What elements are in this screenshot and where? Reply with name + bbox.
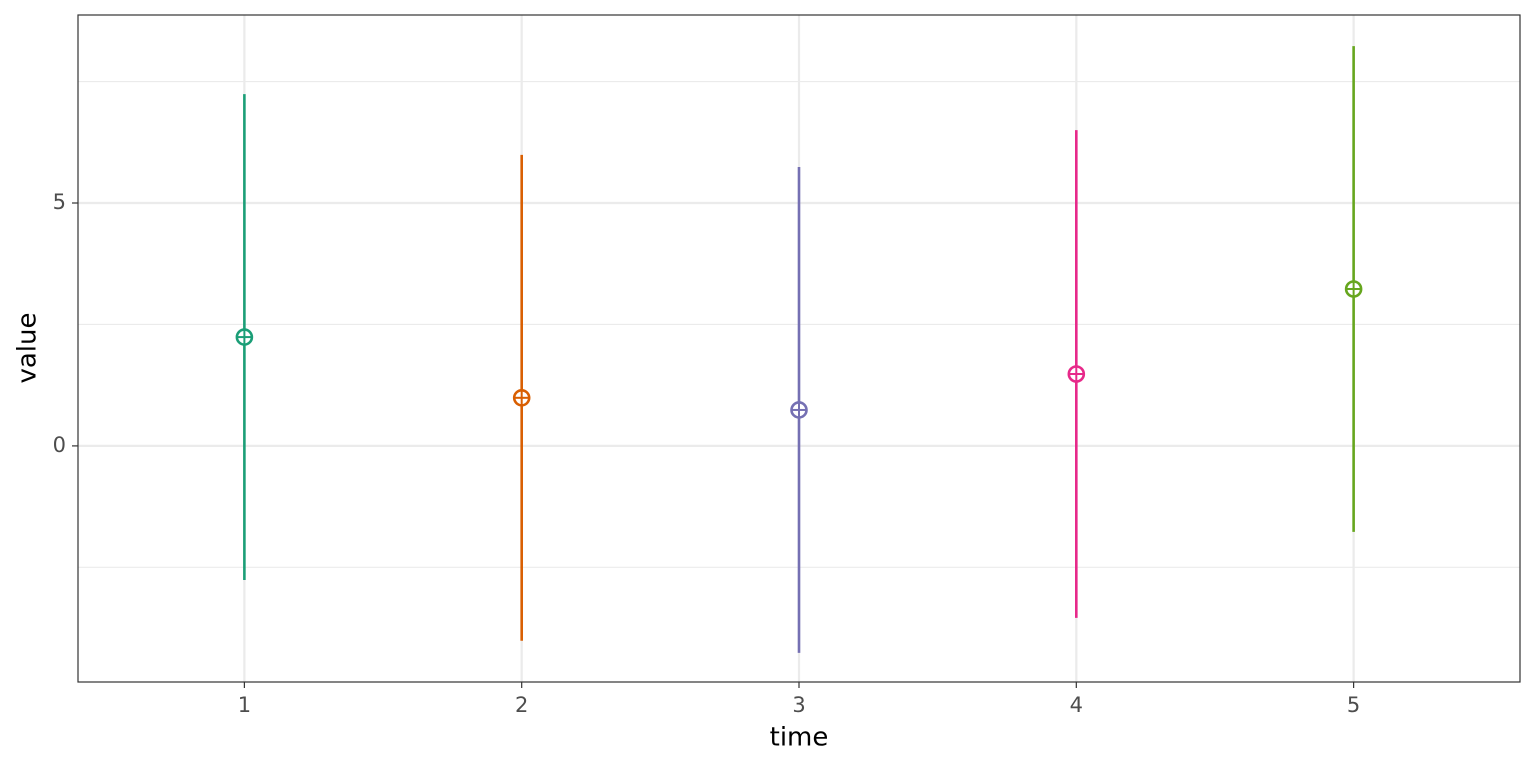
x-axis-title: time (770, 723, 829, 753)
y-tick-label: 0 (53, 433, 66, 457)
point (790, 401, 808, 419)
point (1344, 280, 1363, 298)
x-tick-label: 4 (1070, 693, 1083, 717)
point (512, 389, 531, 407)
y-tick-label: 5 (53, 190, 66, 214)
x-tick-label: 1 (238, 693, 251, 717)
y-axis-title: value (13, 312, 43, 383)
point (1067, 365, 1086, 383)
x-tick-label: 3 (792, 693, 805, 717)
marks (235, 46, 1363, 653)
x-tick-label: 5 (1347, 693, 1360, 717)
point (235, 328, 254, 346)
x-tick-label: 2 (515, 693, 528, 717)
